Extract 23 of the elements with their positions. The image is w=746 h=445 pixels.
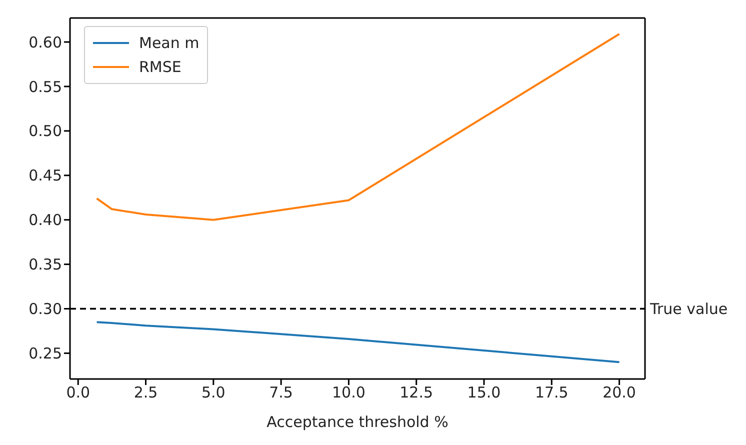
x-tick-label: 5.0 bbox=[201, 384, 226, 402]
x-tick-label: 20.0 bbox=[602, 384, 636, 402]
y-tick-label: 0.55 bbox=[28, 78, 62, 96]
x-tick-label: 17.5 bbox=[534, 384, 568, 402]
y-tick-label: 0.30 bbox=[28, 300, 62, 318]
y-tick-label: 0.60 bbox=[28, 33, 62, 52]
y-tick-label: 0.40 bbox=[28, 211, 62, 230]
legend-label: RMSE bbox=[139, 57, 182, 78]
x-tick-label: 10.0 bbox=[332, 384, 366, 402]
legend-label: Mean m bbox=[139, 33, 200, 54]
x-tick-label: 0.0 bbox=[66, 384, 90, 402]
x-tick-label: 12.5 bbox=[400, 384, 434, 402]
ref-line-label: True value bbox=[649, 300, 728, 318]
x-tick-label: 2.5 bbox=[134, 384, 158, 402]
line-series bbox=[96, 321, 620, 364]
x-tick-label: 15.0 bbox=[467, 384, 501, 402]
y-tick-label: 0.50 bbox=[28, 122, 62, 140]
y-tick-label: 0.25 bbox=[28, 344, 62, 363]
y-tick-label: 0.45 bbox=[28, 166, 62, 185]
x-axis-title: Acceptance threshold % bbox=[266, 413, 448, 431]
x-tick-label: 7.5 bbox=[269, 384, 293, 402]
line-series bbox=[96, 33, 620, 221]
y-tick-label: 0.35 bbox=[28, 256, 62, 274]
